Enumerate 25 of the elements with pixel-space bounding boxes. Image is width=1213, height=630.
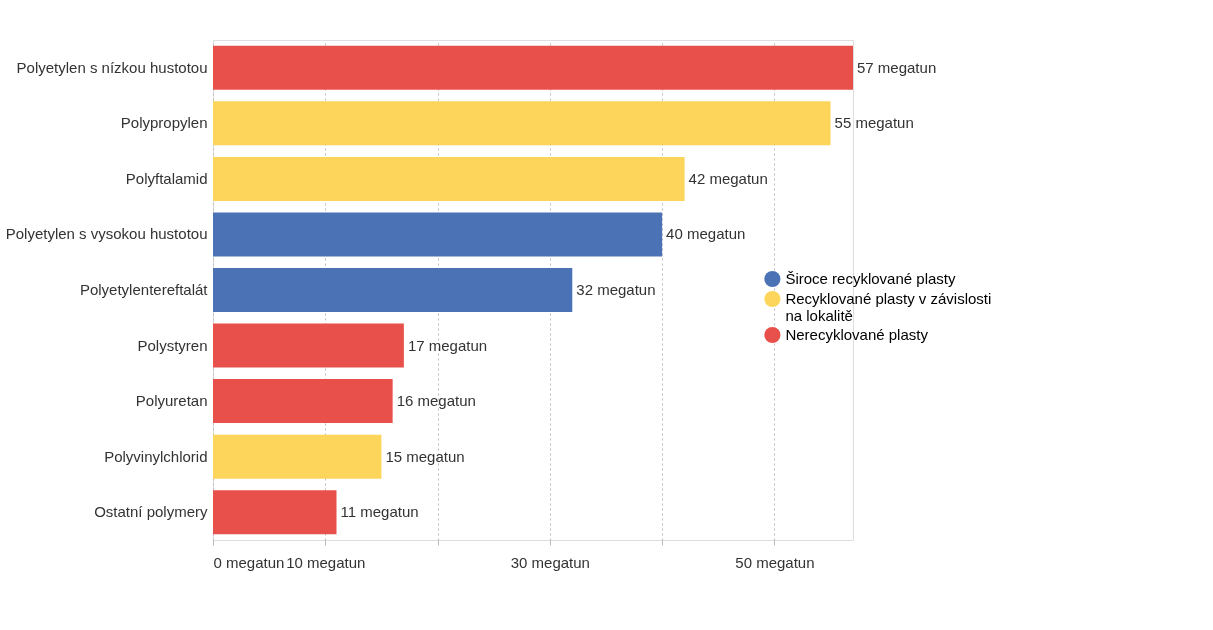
text: 32 megatun xyxy=(576,281,656,298)
text: 15 megatun xyxy=(385,447,465,465)
text: 11 megatun xyxy=(340,503,419,521)
x-tick-label: 50 megatun xyxy=(735,553,815,571)
y-tick-label: Polystyren xyxy=(137,336,208,354)
text: 55 megatun xyxy=(834,114,914,132)
x-tick-label: 10 megatun xyxy=(286,553,366,571)
x-tick-label: 30 megatun xyxy=(510,553,590,571)
legend-label: Nerecyklované plasty xyxy=(785,326,929,343)
y-tick-label: Polyftalamid xyxy=(125,169,208,187)
y-tick-label: Polyetylen s vysokou hustotou xyxy=(5,225,208,243)
y-tick-label: Ostatní polymery xyxy=(94,503,208,521)
x-tick-label: 0 megatun xyxy=(213,553,285,571)
text: 17 megatun xyxy=(407,336,488,354)
text: 42 megatun xyxy=(688,169,768,187)
y-tick-label: Polyuretan xyxy=(135,392,208,410)
y-tick-label: Polyetylen s nízkou hustotou xyxy=(16,58,208,76)
text: 40 megatun xyxy=(666,225,746,243)
legend-label: Široce recyklované plasty xyxy=(785,270,956,287)
y-tick-label: Polyetylentereftalát xyxy=(79,281,209,298)
legend-label: Recyklované plasty v závislosti na lokalitě xyxy=(785,290,992,324)
text: 57 megatun xyxy=(857,58,937,76)
y-tick-label: Polypropylen xyxy=(120,114,208,132)
text: 16 megatun xyxy=(396,392,476,410)
y-tick-label: Polyvinylchlorid xyxy=(104,447,208,465)
